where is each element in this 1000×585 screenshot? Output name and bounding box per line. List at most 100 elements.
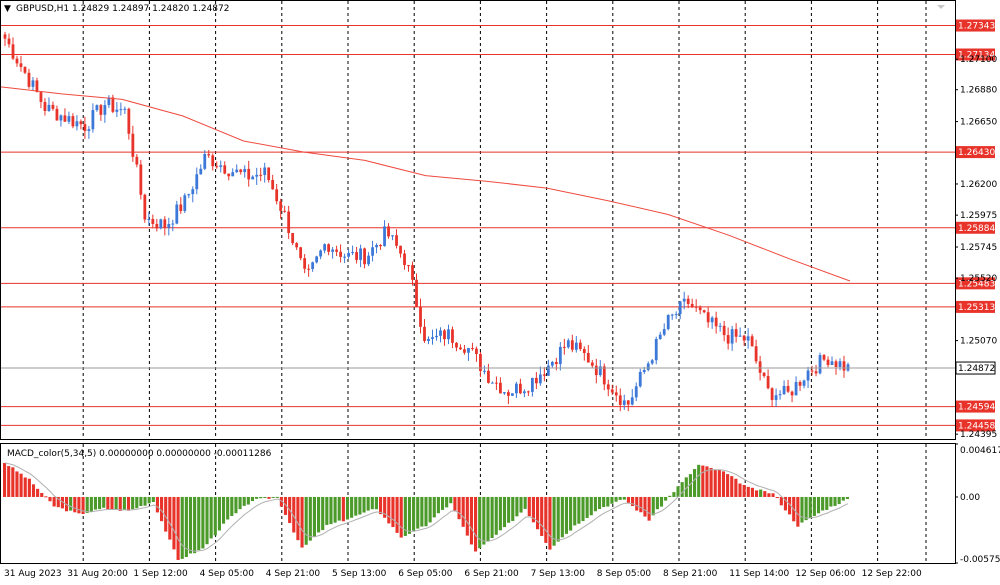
- macd-bar: [465, 496, 469, 536]
- macd-bar: [494, 496, 498, 535]
- macd-bar: [688, 474, 692, 497]
- candle-body: [387, 226, 390, 237]
- macd-bar: [205, 496, 209, 545]
- candle-body: [586, 353, 590, 363]
- candle-body: [802, 380, 806, 386]
- macd-bar: [697, 464, 701, 497]
- macd-bar: [717, 469, 721, 497]
- macd-bar: [552, 496, 556, 546]
- macd-bar: [403, 496, 407, 536]
- candle-body: [143, 194, 147, 220]
- macd-bar: [292, 496, 296, 533]
- candle-body: [690, 303, 694, 307]
- candle-body: [323, 244, 327, 251]
- candle-body: [195, 174, 199, 190]
- candle-body: [654, 338, 658, 361]
- price-tick-label: 1.27100: [960, 55, 997, 65]
- candle-body: [770, 388, 774, 400]
- candle-body: [634, 386, 638, 398]
- candle-body: [367, 255, 370, 265]
- candle-body: [794, 381, 798, 396]
- macd-bar: [143, 496, 147, 506]
- macd-bar: [27, 478, 31, 497]
- macd-bar: [36, 488, 40, 497]
- candle-body: [83, 124, 87, 131]
- candle-body: [558, 346, 562, 365]
- macd-bar: [779, 496, 783, 506]
- candle-body: [395, 235, 398, 246]
- macd-bar: [754, 490, 759, 497]
- macd-bar: [168, 496, 172, 540]
- candle-body: [479, 353, 482, 372]
- candle-body: [550, 361, 554, 366]
- candle-body: [726, 335, 730, 344]
- candle-body: [642, 369, 646, 372]
- macd-bar: [172, 496, 176, 550]
- candle-body: [514, 383, 518, 394]
- macd-bar: [800, 496, 804, 523]
- macd-bar: [478, 496, 482, 549]
- candle-body: [347, 252, 350, 257]
- candle-body: [530, 377, 534, 392]
- macd-bar: [713, 469, 717, 497]
- macd-bar: [395, 496, 399, 533]
- candle-body: [475, 348, 478, 354]
- macd-bar: [160, 496, 164, 522]
- macd-bar: [81, 496, 85, 515]
- candle-body: [235, 169, 239, 173]
- macd-bar: [804, 496, 808, 521]
- collapse-arrow-icon[interactable]: [937, 5, 945, 9]
- macd-bar: [461, 496, 465, 527]
- candle-body: [43, 101, 47, 111]
- macd-bar: [428, 496, 432, 523]
- candle-body: [714, 317, 718, 327]
- level-tag-label: 1.27343: [958, 22, 995, 32]
- dropdown-arrow-icon[interactable]: ▼: [4, 4, 11, 14]
- macd-bar: [304, 496, 308, 545]
- candle-body: [818, 355, 822, 374]
- candle-body: [499, 382, 502, 394]
- macd-bar: [387, 496, 391, 524]
- candle-body: [522, 391, 526, 394]
- candle-body: [267, 167, 271, 180]
- candle-body: [303, 258, 307, 269]
- macd-tick-label: -0.0057545: [960, 555, 1000, 565]
- price-tick-label: 1.26650: [960, 118, 997, 128]
- candle-body: [574, 342, 578, 350]
- time-tick-label: 31 Aug 2023: [4, 569, 62, 579]
- candle-body: [546, 365, 550, 376]
- time-tick-label: 1 Sep 12:00: [133, 569, 188, 579]
- candle-body: [259, 174, 263, 176]
- macd-bar: [825, 496, 829, 510]
- macd-bar: [11, 467, 15, 497]
- candle-body: [511, 393, 514, 396]
- candle-body: [99, 105, 103, 115]
- macd-bar: [614, 496, 618, 502]
- candle-body: [618, 395, 622, 405]
- candle-body: [339, 251, 342, 257]
- candle-body: [526, 391, 530, 393]
- macd-bar: [705, 466, 709, 497]
- time-tick-label: 8 Sep 05:00: [597, 569, 652, 579]
- candle-body: [846, 364, 850, 371]
- macd-bar: [730, 476, 734, 497]
- macd-bar: [618, 496, 622, 500]
- macd-bar: [209, 496, 213, 539]
- level-tag-label: 1.25884: [958, 224, 995, 234]
- macd-bar: [275, 496, 279, 498]
- macd-bar: [622, 496, 626, 500]
- candle-body: [706, 312, 710, 323]
- candle-body: [487, 370, 490, 383]
- macd-bar: [672, 492, 676, 497]
- candle-body: [263, 167, 267, 175]
- macd-bar: [738, 483, 742, 497]
- candle-body: [207, 154, 211, 156]
- candle-body: [626, 400, 630, 405]
- candle-body: [171, 223, 175, 225]
- macd-bar: [631, 496, 635, 507]
- price-tick-label: 1.25070: [960, 337, 997, 347]
- macd-bar: [655, 496, 659, 510]
- time-tick-label: 7 Sep 13:00: [531, 569, 586, 579]
- candle-body: [598, 366, 602, 376]
- candle-body: [798, 381, 802, 386]
